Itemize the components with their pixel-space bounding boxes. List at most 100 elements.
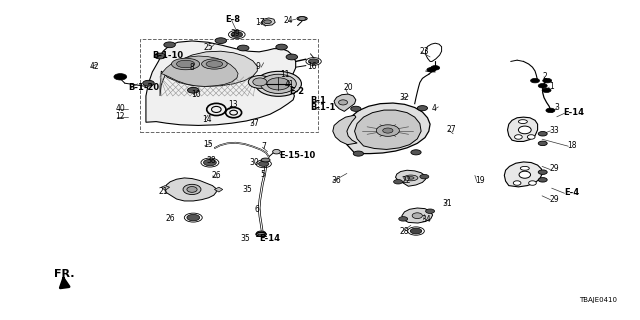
Ellipse shape (527, 135, 535, 139)
Text: 36: 36 (332, 176, 341, 185)
Circle shape (394, 180, 403, 184)
Circle shape (538, 178, 547, 182)
Text: 26: 26 (211, 171, 221, 180)
Text: 25: 25 (204, 43, 213, 52)
Polygon shape (344, 103, 430, 154)
Ellipse shape (267, 78, 290, 90)
Ellipse shape (515, 135, 522, 139)
Circle shape (538, 84, 547, 88)
Polygon shape (334, 94, 356, 111)
Text: 41: 41 (284, 80, 294, 89)
Ellipse shape (518, 120, 527, 124)
Polygon shape (508, 117, 538, 141)
Text: 8: 8 (189, 63, 194, 72)
Circle shape (164, 42, 175, 48)
Text: TBAJE0410: TBAJE0410 (579, 297, 617, 303)
Circle shape (411, 150, 421, 155)
Text: 19: 19 (475, 176, 484, 185)
Ellipse shape (257, 231, 266, 235)
Text: 6: 6 (254, 205, 259, 214)
Text: 40: 40 (115, 104, 125, 113)
Circle shape (276, 44, 287, 50)
Text: 2: 2 (543, 72, 547, 81)
Bar (140, 39, 318, 132)
Ellipse shape (297, 17, 307, 20)
Text: 24: 24 (284, 16, 293, 25)
Text: 12: 12 (115, 112, 125, 121)
Text: 34: 34 (421, 215, 431, 224)
Text: 22: 22 (402, 176, 412, 185)
Text: 35: 35 (241, 234, 250, 243)
Polygon shape (261, 18, 275, 26)
Text: 28: 28 (399, 227, 409, 236)
Text: 20: 20 (343, 84, 353, 92)
Circle shape (399, 217, 408, 221)
Circle shape (538, 141, 547, 146)
Text: 29: 29 (549, 164, 559, 173)
Polygon shape (214, 187, 223, 192)
Text: 14: 14 (202, 115, 212, 124)
Polygon shape (396, 170, 426, 186)
Circle shape (542, 88, 551, 92)
Circle shape (264, 20, 271, 24)
Text: 38: 38 (206, 156, 216, 165)
Circle shape (215, 38, 227, 44)
Circle shape (231, 32, 243, 37)
Text: 21: 21 (159, 188, 168, 196)
Circle shape (353, 151, 364, 156)
Circle shape (410, 228, 422, 234)
Text: 3: 3 (555, 103, 560, 112)
Text: 42: 42 (90, 62, 99, 71)
Text: 39: 39 (230, 29, 240, 38)
Circle shape (538, 132, 547, 136)
Polygon shape (333, 115, 357, 145)
Circle shape (538, 170, 547, 174)
Polygon shape (402, 208, 433, 223)
Ellipse shape (520, 166, 529, 170)
Ellipse shape (177, 60, 195, 68)
Text: 27: 27 (447, 125, 456, 134)
Text: 4: 4 (432, 104, 437, 113)
Circle shape (376, 125, 399, 136)
Text: 18: 18 (567, 141, 577, 150)
Text: 33: 33 (549, 126, 559, 135)
Ellipse shape (255, 71, 301, 96)
Text: 11: 11 (280, 70, 290, 79)
Ellipse shape (404, 175, 418, 181)
Ellipse shape (202, 59, 227, 69)
Ellipse shape (408, 177, 414, 179)
Ellipse shape (513, 181, 521, 185)
Circle shape (351, 106, 361, 111)
Text: E-15-10: E-15-10 (279, 151, 316, 160)
Ellipse shape (260, 74, 296, 93)
Circle shape (383, 128, 393, 133)
Circle shape (143, 80, 154, 86)
Ellipse shape (412, 213, 422, 219)
Text: E-8: E-8 (225, 15, 240, 24)
Circle shape (298, 17, 306, 20)
Circle shape (531, 78, 540, 83)
Text: B-1-10: B-1-10 (152, 51, 184, 60)
Circle shape (431, 66, 440, 70)
Text: 26: 26 (165, 214, 175, 223)
Text: 32: 32 (399, 93, 409, 102)
Text: FR.: FR. (54, 269, 74, 279)
Text: 1: 1 (549, 82, 554, 91)
Text: 16: 16 (307, 62, 317, 71)
Text: 23: 23 (419, 47, 429, 56)
Ellipse shape (339, 100, 348, 105)
Text: B-1: B-1 (310, 96, 326, 105)
Text: 37: 37 (250, 119, 259, 128)
Ellipse shape (261, 158, 270, 162)
Text: E-2: E-2 (289, 87, 305, 96)
Polygon shape (161, 56, 238, 86)
Circle shape (426, 209, 435, 213)
Text: 13: 13 (228, 100, 237, 109)
Polygon shape (146, 41, 296, 125)
Circle shape (543, 78, 552, 83)
Ellipse shape (172, 58, 200, 70)
Text: 29: 29 (549, 195, 559, 204)
Text: 17: 17 (255, 18, 264, 27)
Circle shape (237, 45, 249, 51)
Text: B-1-1: B-1-1 (310, 103, 336, 112)
